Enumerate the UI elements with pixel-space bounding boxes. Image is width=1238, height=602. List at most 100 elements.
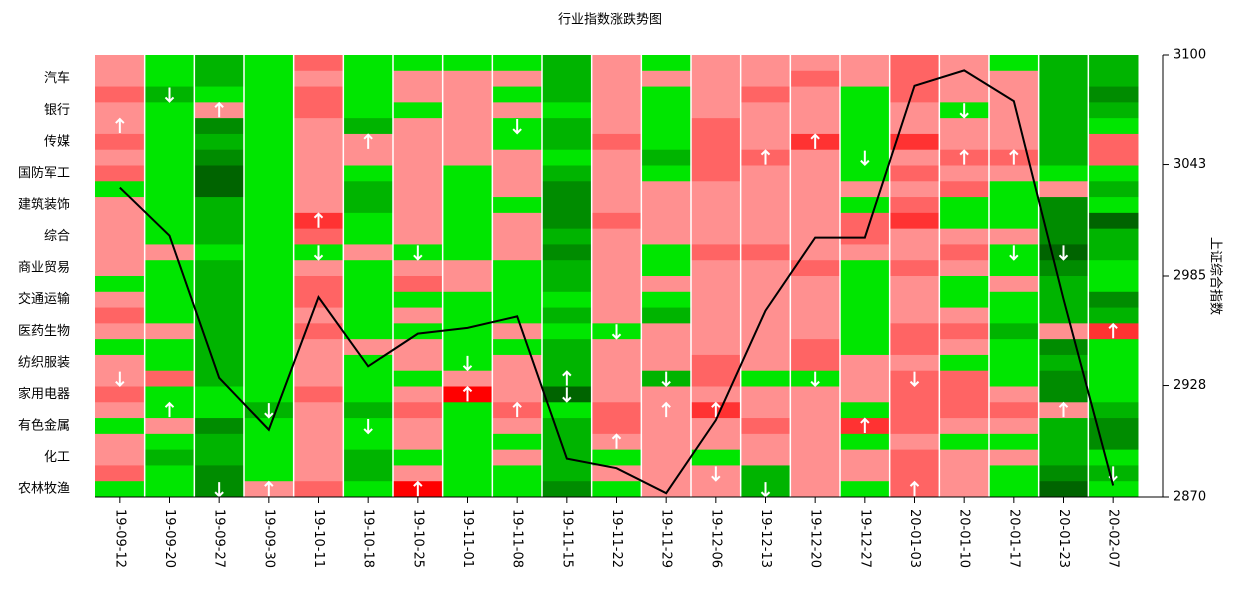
heat-cell xyxy=(1038,228,1089,245)
heat-cell xyxy=(1038,481,1089,498)
heat-cell xyxy=(244,55,295,72)
heat-cell xyxy=(939,70,990,88)
cell-arrow xyxy=(313,245,324,261)
x-tick-label: 19-11-15 xyxy=(559,509,574,568)
heat-cell xyxy=(840,244,891,261)
heat-cell xyxy=(95,339,146,356)
heat-cell xyxy=(691,149,742,166)
heat-cell xyxy=(691,276,742,293)
x-tick-label: 20-02-07 xyxy=(1106,509,1121,568)
cell-arrow xyxy=(909,480,920,497)
cell-arrow xyxy=(959,103,969,119)
heat-cell xyxy=(492,102,543,119)
heat-cell xyxy=(244,418,295,435)
heat-cell xyxy=(442,55,493,72)
heat-cell xyxy=(1038,433,1089,451)
heat-cell xyxy=(889,354,940,372)
heat-cell xyxy=(989,260,1040,277)
heat-cell xyxy=(542,149,593,166)
heat-cell xyxy=(989,402,1040,419)
heat-cell xyxy=(293,418,344,435)
heat-cell xyxy=(244,433,295,451)
heat-cell xyxy=(542,133,593,151)
x-tick-label: 19-12-06 xyxy=(708,509,723,568)
heat-cell xyxy=(542,323,593,340)
x-tick-label: 19-10-18 xyxy=(361,509,376,568)
heat-cell xyxy=(691,260,742,277)
heat-cell xyxy=(144,133,195,151)
heat-cell xyxy=(393,323,444,340)
heat-cell xyxy=(442,323,493,340)
heat-cell xyxy=(740,291,791,309)
heat-cell xyxy=(691,181,742,198)
heat-cell xyxy=(740,339,791,356)
heat-cell xyxy=(740,244,791,261)
heat-cell xyxy=(393,370,444,387)
heat-cell xyxy=(790,291,841,309)
heat-cell xyxy=(144,370,195,387)
heat-cell xyxy=(293,323,344,340)
heat-cell xyxy=(740,228,791,245)
cell-arrow xyxy=(363,133,373,149)
heat-cell xyxy=(591,55,642,72)
row-label: 农林牧渔 xyxy=(18,482,70,497)
heat-cell xyxy=(343,449,394,466)
heat-cell xyxy=(790,307,841,324)
heat-cell xyxy=(840,118,891,135)
heat-cell xyxy=(194,133,245,151)
heat-cell xyxy=(194,339,245,356)
heat-cell xyxy=(244,228,295,245)
heat-cell xyxy=(194,276,245,293)
heat-cell xyxy=(989,465,1040,482)
heat-cell xyxy=(393,181,444,198)
heat-cell xyxy=(244,276,295,293)
heat-cell xyxy=(343,291,394,309)
heat-cell xyxy=(144,354,195,372)
heat-cell xyxy=(591,370,642,387)
heat-cell xyxy=(542,212,593,230)
heat-cell xyxy=(939,165,990,182)
heat-cell xyxy=(343,118,394,135)
heat-cell xyxy=(790,339,841,356)
heat-cell xyxy=(691,307,742,324)
heat-cell xyxy=(293,481,344,498)
heat-cell xyxy=(989,181,1040,198)
heat-cell xyxy=(293,291,344,309)
heat-cell xyxy=(492,276,543,293)
heat-cell xyxy=(989,102,1040,119)
heat-cell xyxy=(691,244,742,261)
heat-cell xyxy=(790,276,841,293)
heat-cell xyxy=(591,307,642,324)
heat-cell xyxy=(1088,291,1139,309)
cell-arrow xyxy=(512,401,522,418)
row-label: 家用电器 xyxy=(18,386,70,402)
cell-arrow xyxy=(661,371,671,388)
heat-cell xyxy=(1088,386,1139,403)
heat-cell xyxy=(244,102,295,119)
heat-cell xyxy=(1038,339,1089,356)
heat-cell xyxy=(542,307,593,324)
heat-cell xyxy=(393,86,444,103)
heat-cell xyxy=(989,197,1040,214)
row-label: 国防军工 xyxy=(18,165,70,181)
cell-arrow xyxy=(1108,322,1118,339)
heat-cell xyxy=(591,181,642,198)
heat-cell xyxy=(144,165,195,182)
heat-cell xyxy=(840,165,891,182)
heat-cell xyxy=(641,165,692,182)
heat-cell xyxy=(591,86,642,103)
heat-cell xyxy=(591,244,642,261)
heat-cell xyxy=(1088,86,1139,103)
heat-cell xyxy=(1088,370,1139,387)
heat-cell xyxy=(442,418,493,435)
heat-cell xyxy=(343,181,394,198)
heat-cell xyxy=(889,212,940,230)
heat-cell xyxy=(1038,212,1089,230)
heat-cell xyxy=(1088,418,1139,435)
heat-cell xyxy=(889,260,940,277)
heat-cell xyxy=(889,228,940,245)
heat-cell xyxy=(293,449,344,466)
row-label: 有色金属 xyxy=(18,417,70,433)
heat-cell xyxy=(194,181,245,198)
heat-cell xyxy=(293,181,344,198)
